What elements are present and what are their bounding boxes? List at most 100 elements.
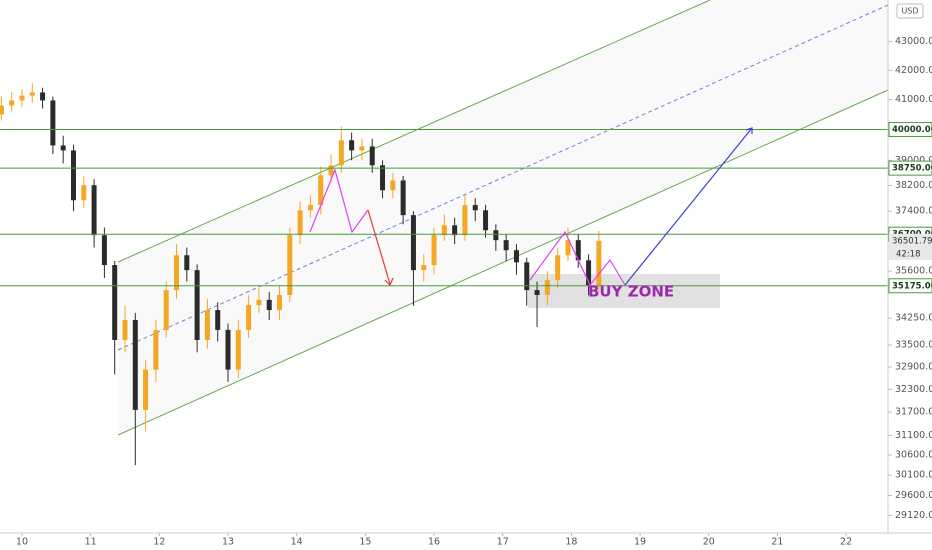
x-tick-label: 22 <box>840 537 852 548</box>
level-label: 40000.00 <box>892 125 932 135</box>
candle-body <box>40 92 46 101</box>
y-tick-label: 38200.00 <box>895 180 932 191</box>
x-tick-label: 16 <box>428 537 440 548</box>
candle-body <box>452 225 458 236</box>
x-tick-label: 12 <box>153 537 165 548</box>
x-tick-label: 11 <box>85 537 97 548</box>
x-tick-label: 10 <box>16 537 28 548</box>
candle-body <box>174 255 180 291</box>
candle-body <box>462 205 468 236</box>
level-label: 38750.00 <box>892 164 932 174</box>
candle-body <box>534 290 540 295</box>
channel-lower <box>117 89 889 436</box>
level-label-box <box>888 160 932 176</box>
last-price-label: 36501.79 <box>892 236 932 246</box>
candle-body <box>359 146 365 151</box>
candle-body <box>400 180 406 216</box>
red-arrow-head <box>384 277 394 287</box>
red-arrow <box>367 209 391 285</box>
y-tick-label: 31100.00 <box>895 430 932 441</box>
candle-body <box>493 230 499 241</box>
x-tick-label: 20 <box>703 537 715 548</box>
level-label: 35175.00 <box>892 281 932 291</box>
y-tick-label: 39000.00 <box>895 155 932 166</box>
candle-body <box>410 215 416 271</box>
candle-body <box>215 310 221 330</box>
candle-body <box>431 235 437 266</box>
y-tick-label: 32300.00 <box>895 384 932 395</box>
candle-body <box>0 105 4 115</box>
candle-body <box>441 225 447 236</box>
buy-zone-label: BUY ZONE <box>588 283 674 301</box>
y-tick-label: 34250.00 <box>895 313 932 324</box>
blue-arrow-head <box>745 127 753 134</box>
candle-body <box>29 92 35 96</box>
y-tick-label: 29120.00 <box>895 510 932 521</box>
candle-body <box>246 305 252 330</box>
level-label-box <box>888 278 932 294</box>
candle-body <box>565 240 571 256</box>
blue-arrow <box>624 127 753 286</box>
candle-body <box>297 210 303 236</box>
x-tick-label: 19 <box>634 537 646 548</box>
candle-body <box>19 95 25 101</box>
candle-body <box>390 180 396 191</box>
candle-body <box>338 140 344 166</box>
candle-body <box>235 329 241 370</box>
y-tick-label: 29600.00 <box>895 490 932 501</box>
y-tick-label: 30600.00 <box>895 450 932 461</box>
candle-body <box>307 205 313 211</box>
candle-body <box>328 165 334 176</box>
y-tick-label: 41000.00 <box>895 94 932 105</box>
currency-box[interactable] <box>896 3 924 19</box>
candle-body <box>318 175 324 206</box>
candle-body <box>349 140 355 151</box>
countdown: 42:18 <box>896 249 921 259</box>
y-tick-label: 30100.00 <box>895 470 932 481</box>
y-tick-label: 37400.00 <box>895 206 932 217</box>
candle-body <box>60 145 66 151</box>
y-tick-label: 31700.00 <box>895 407 932 418</box>
candle-body <box>575 240 581 261</box>
zigzag <box>529 230 626 287</box>
candle-body <box>472 205 478 211</box>
candle-body <box>513 250 519 263</box>
level-label-box <box>888 122 932 138</box>
candle-body <box>524 262 530 291</box>
candle-body <box>503 240 509 251</box>
y-tick-label: 35600.00 <box>895 266 932 277</box>
candle-body <box>204 310 210 340</box>
candle-body <box>184 255 190 271</box>
x-tick-label: 15 <box>359 537 371 548</box>
candle-body <box>132 319 138 410</box>
candle-body <box>287 235 293 295</box>
channel-upper <box>117 0 711 263</box>
y-tick-label: 33500.00 <box>895 340 932 351</box>
last-price-box <box>889 233 932 260</box>
candle-body <box>91 185 97 236</box>
x-tick-label: 13 <box>222 537 234 548</box>
candle-body <box>380 165 386 191</box>
x-tick-label: 21 <box>771 537 783 548</box>
candle-body <box>256 299 262 306</box>
candle-body <box>555 255 561 281</box>
candle-body <box>101 235 107 266</box>
candle-body <box>81 185 87 201</box>
x-tick-label: 18 <box>565 537 577 548</box>
candle-body <box>421 265 427 271</box>
candle-body <box>266 299 272 311</box>
y-tick-label: 32900.00 <box>895 362 932 373</box>
price-axis <box>888 0 932 550</box>
candle-body <box>70 150 76 201</box>
candle-body <box>143 369 149 410</box>
candle-body <box>483 210 489 231</box>
candle-body <box>9 100 15 106</box>
candle-body <box>369 146 375 166</box>
candle-body <box>163 290 169 330</box>
candle-body <box>596 240 602 286</box>
currency[interactable]: USD <box>901 7 918 16</box>
x-tick-label: 17 <box>497 537 509 548</box>
candle-body <box>50 100 56 146</box>
